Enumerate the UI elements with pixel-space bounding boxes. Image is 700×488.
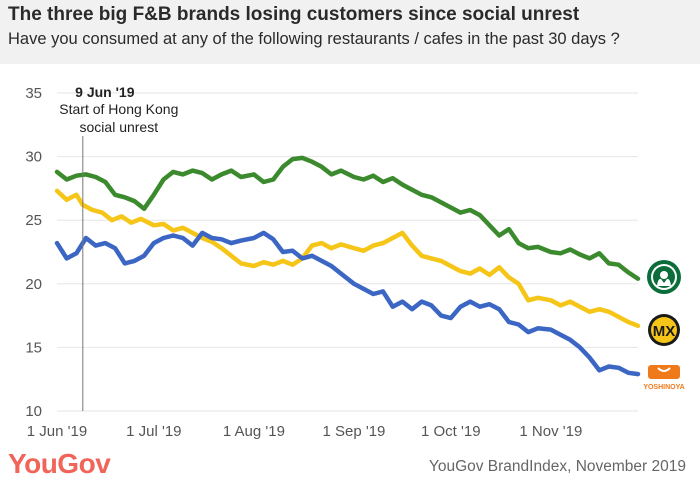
y-tick-label: 25 — [25, 212, 42, 229]
event-date-label: 9 Jun '19 — [75, 84, 135, 100]
line-chart: 10 15 20 25 30 35 1 Jun '19 1 Jul '19 1 Aug '19… — [25, 84, 685, 440]
event-label-line1: Start of Hong Kong — [59, 101, 178, 117]
event-label-line2: social unrest — [80, 119, 159, 135]
x-tick-label: 1 Jun '19 — [27, 423, 87, 440]
svg-text:MX: MX — [653, 323, 676, 340]
event-annotation: 9 Jun '19 Start of Hong Kong social unre… — [59, 84, 178, 411]
yoshinoya-logo-icon: YOSHINOYA — [643, 365, 685, 391]
y-tick-label: 10 — [25, 403, 42, 420]
series-lines — [54, 155, 641, 377]
x-tick-label: 1 Nov '19 — [519, 423, 582, 440]
y-tick-label: 20 — [25, 276, 42, 293]
y-tick-label: 35 — [25, 85, 42, 102]
y-tick-label: 15 — [25, 339, 42, 356]
series-line-2 — [54, 230, 641, 377]
x-tick-label: 1 Sep '19 — [322, 423, 385, 440]
mx-logo-icon: MX — [648, 314, 680, 346]
yougov-logo: YouGov — [8, 448, 111, 479]
svg-text:YOSHINOYA: YOSHINOYA — [643, 384, 684, 391]
x-tick-label: 1 Oct '19 — [421, 423, 481, 440]
series-line-0 — [54, 155, 641, 281]
y-tick-label: 30 — [25, 149, 42, 166]
starbucks-logo-icon — [647, 260, 681, 294]
grid-lines — [57, 92, 638, 412]
x-tick-label: 1 Aug '19 — [223, 423, 285, 440]
chart-subtitle: Have you consumed at any of the followin… — [8, 30, 620, 48]
source-note: YouGov BrandIndex, November 2019 — [428, 458, 686, 475]
y-axis-ticks: 10 15 20 25 30 35 — [25, 85, 42, 420]
series-line-1 — [54, 188, 641, 329]
header: The three big F&B brands losing customer… — [0, 0, 700, 64]
x-axis-ticks: 1 Jun '19 1 Jul '19 1 Aug '19 1 Sep '19 1 Oc… — [27, 423, 583, 440]
chart-title: The three big F&B brands losing customer… — [8, 4, 580, 25]
x-tick-label: 1 Jul '19 — [126, 423, 181, 440]
